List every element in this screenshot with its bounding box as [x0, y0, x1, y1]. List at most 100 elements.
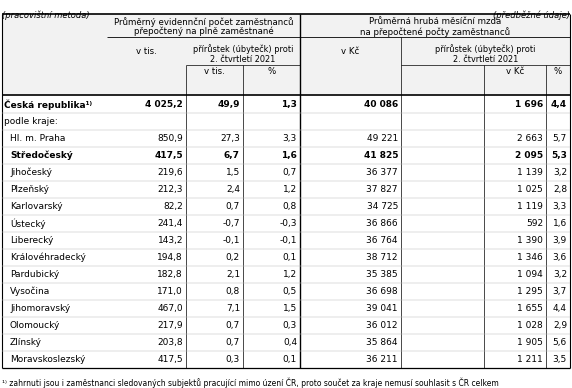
Text: 3,6: 3,6	[553, 253, 567, 262]
Text: 0,4: 0,4	[283, 338, 297, 347]
Text: 1,5: 1,5	[226, 168, 240, 177]
Text: -0,3: -0,3	[280, 219, 297, 228]
Text: v Kč: v Kč	[341, 47, 360, 55]
Text: 49,9: 49,9	[217, 100, 240, 109]
Text: přepočtený na plně zaměstnané: přepočtený na plně zaměstnané	[134, 27, 273, 36]
Text: Průměrný evidennční počet zaměstnanců: Průměrný evidennční počet zaměstnanců	[114, 17, 293, 27]
Text: 3,2: 3,2	[553, 168, 567, 177]
Text: 0,7: 0,7	[226, 338, 240, 347]
Text: 82,2: 82,2	[163, 202, 183, 211]
Text: 2,9: 2,9	[553, 321, 567, 330]
Text: Karlovarský: Karlovarský	[10, 202, 62, 211]
Text: 0,3: 0,3	[283, 321, 297, 330]
Text: 49 221: 49 221	[367, 134, 398, 143]
Text: 2 663: 2 663	[517, 134, 543, 143]
Text: 1 094: 1 094	[517, 270, 543, 279]
Text: 3,7: 3,7	[553, 287, 567, 296]
Text: 467,0: 467,0	[157, 304, 183, 313]
Text: v Kč: v Kč	[506, 68, 524, 76]
Text: 212,3: 212,3	[157, 185, 183, 194]
Text: -0,1: -0,1	[223, 236, 240, 245]
Text: 7,1: 7,1	[226, 304, 240, 313]
Text: 1 295: 1 295	[517, 287, 543, 296]
Text: 143,2: 143,2	[157, 236, 183, 245]
Text: 0,7: 0,7	[283, 168, 297, 177]
Text: Jihomoravský: Jihomoravský	[10, 304, 70, 313]
Text: 39 041: 39 041	[367, 304, 398, 313]
Text: 41 825: 41 825	[363, 151, 398, 160]
Text: 1,2: 1,2	[283, 270, 297, 279]
Text: 1,3: 1,3	[281, 100, 297, 109]
Text: Liberecký: Liberecký	[10, 236, 53, 245]
Text: Královéhradecký: Královéhradecký	[10, 253, 86, 262]
Text: 2,8: 2,8	[553, 185, 567, 194]
Text: Zlínský: Zlínský	[10, 338, 42, 347]
Text: (pracovištní metoda): (pracovištní metoda)	[2, 10, 90, 19]
Text: 2,4: 2,4	[226, 185, 240, 194]
Text: 850,9: 850,9	[157, 134, 183, 143]
Text: 1 696: 1 696	[515, 100, 543, 109]
Text: 0,7: 0,7	[226, 202, 240, 211]
Text: 3,3: 3,3	[553, 202, 567, 211]
Text: 34 725: 34 725	[367, 202, 398, 211]
Text: (předběžné údaje): (předběžné údaje)	[493, 10, 570, 19]
Text: 3,9: 3,9	[553, 236, 567, 245]
Text: Jihočeský: Jihočeský	[10, 168, 52, 177]
Text: Česká republika¹⁾: Česká republika¹⁾	[4, 99, 92, 110]
Text: Plzeňský: Plzeňský	[10, 185, 49, 194]
Text: -0,7: -0,7	[223, 219, 240, 228]
Text: 203,8: 203,8	[157, 338, 183, 347]
Text: Moravskoslezský: Moravskoslezský	[10, 355, 85, 364]
Text: 36 377: 36 377	[367, 168, 398, 177]
Text: 1,6: 1,6	[553, 219, 567, 228]
Text: 1 139: 1 139	[517, 168, 543, 177]
Text: 36 698: 36 698	[367, 287, 398, 296]
Text: Hl. m. Praha: Hl. m. Praha	[10, 134, 65, 143]
Text: Průměrná hrubá měsíční mzda: Průměrná hrubá měsíční mzda	[369, 17, 501, 26]
Text: 194,8: 194,8	[157, 253, 183, 262]
Text: 3,2: 3,2	[553, 270, 567, 279]
Text: podle kraje:: podle kraje:	[4, 117, 58, 126]
Text: 1 655: 1 655	[517, 304, 543, 313]
Text: 0,1: 0,1	[283, 355, 297, 364]
Text: 1,5: 1,5	[283, 304, 297, 313]
Text: 1,2: 1,2	[283, 185, 297, 194]
Text: 3,3: 3,3	[283, 134, 297, 143]
Text: 0,2: 0,2	[226, 253, 240, 262]
Text: 1 346: 1 346	[517, 253, 543, 262]
Text: 0,8: 0,8	[283, 202, 297, 211]
Text: 241,4: 241,4	[158, 219, 183, 228]
Text: 4 025,2: 4 025,2	[145, 100, 183, 109]
Text: 182,8: 182,8	[157, 270, 183, 279]
Text: %: %	[267, 68, 276, 76]
Text: ¹⁾ zahrnuti jsou i zaměstnanci sledovaných subjektů pracující mimo úzení ČR, pro: ¹⁾ zahrnuti jsou i zaměstnanci sledovaný…	[2, 378, 499, 388]
Text: 5,6: 5,6	[553, 338, 567, 347]
Text: 36 764: 36 764	[367, 236, 398, 245]
Text: 36 866: 36 866	[367, 219, 398, 228]
Text: 27,3: 27,3	[220, 134, 240, 143]
Text: 35 385: 35 385	[367, 270, 398, 279]
Text: v tis.: v tis.	[136, 47, 157, 55]
Text: na přepočtené počty zaměstnanců: na přepočtené počty zaměstnanců	[360, 27, 510, 37]
Text: 4,4: 4,4	[551, 100, 567, 109]
Text: -0,1: -0,1	[280, 236, 297, 245]
Text: 0,8: 0,8	[226, 287, 240, 296]
Text: 2 095: 2 095	[515, 151, 543, 160]
Text: Vysočina: Vysočina	[10, 287, 50, 296]
Text: 217,9: 217,9	[157, 321, 183, 330]
Text: přírůstek (úbytečk) proti
2. čtvrtletí 2021: přírůstek (úbytečk) proti 2. čtvrtletí 2…	[193, 44, 293, 64]
Text: 1 211: 1 211	[517, 355, 543, 364]
Text: 1,6: 1,6	[281, 151, 297, 160]
Text: 35 864: 35 864	[367, 338, 398, 347]
Text: 0,5: 0,5	[283, 287, 297, 296]
Text: 0,7: 0,7	[226, 321, 240, 330]
Text: Středočeský: Středočeský	[10, 151, 73, 160]
Bar	[2, 14, 570, 95]
Text: 2,1: 2,1	[226, 270, 240, 279]
Text: 171,0: 171,0	[157, 287, 183, 296]
Text: 6,7: 6,7	[224, 151, 240, 160]
Text: Olomoucký: Olomoucký	[10, 321, 61, 330]
Text: 1 025: 1 025	[517, 185, 543, 194]
Text: 592: 592	[526, 219, 543, 228]
Text: 36 012: 36 012	[367, 321, 398, 330]
